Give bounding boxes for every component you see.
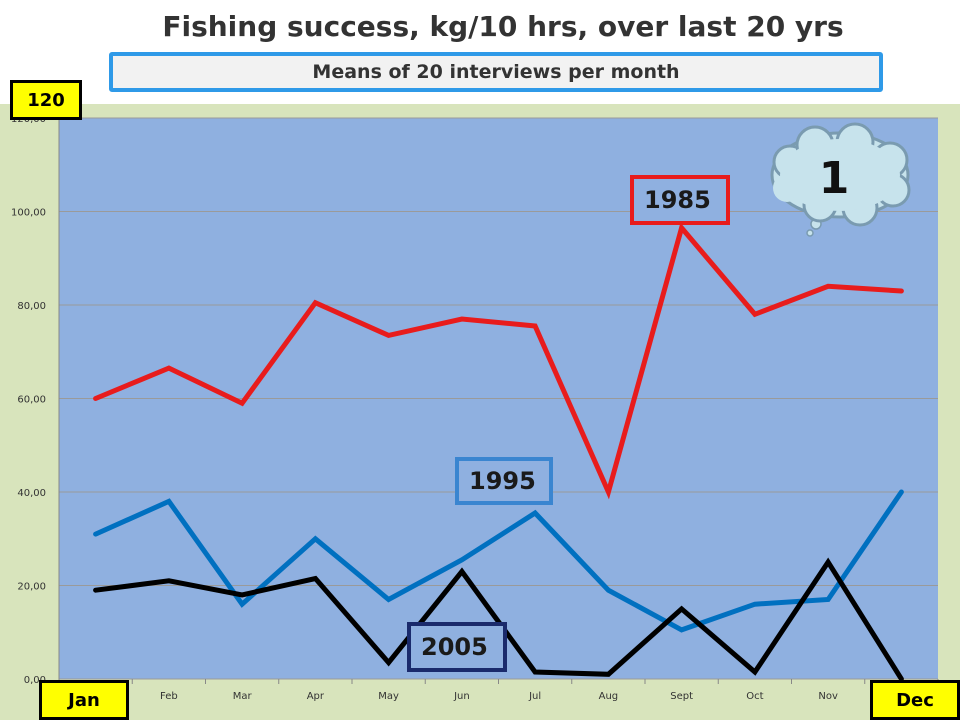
series-label-1985: 1985	[630, 175, 730, 225]
series-line-1995	[93, 489, 904, 633]
x-start-badge: Jan	[39, 680, 129, 720]
chart-title: Fishing success, kg/10 hrs, over last 20…	[162, 10, 844, 43]
x-end-badge: Dec	[870, 680, 960, 720]
series-label-1995: 1995	[455, 457, 553, 505]
series-label-1985-text: 1985	[644, 186, 711, 214]
y-max-badge: 120	[10, 80, 82, 120]
series-label-2005-text: 2005	[421, 633, 488, 661]
x-end-badge-text: Dec	[896, 689, 934, 711]
x-start-badge-text: Jan	[68, 689, 100, 711]
x-tick-label: Sept	[670, 691, 693, 702]
y-tick-label: 60,00	[17, 395, 46, 406]
y-tick-label: 80,00	[17, 301, 46, 312]
chart-subtitle: Means of 20 interviews per month	[109, 52, 883, 92]
header: Fishing success, kg/10 hrs, over last 20…	[0, 0, 960, 104]
series-label-1995-text: 1995	[469, 467, 536, 495]
y-tick-label: 40,00	[17, 488, 46, 499]
x-tick-label: Aug	[599, 691, 619, 702]
y-max-badge-text: 120	[27, 89, 65, 111]
x-tick-label: Oct	[746, 691, 763, 702]
chart-subtitle-text: Means of 20 interviews per month	[312, 61, 680, 83]
x-tick-label: May	[378, 691, 399, 702]
y-tick-label: 20,00	[17, 582, 46, 593]
series-label-2005: 2005	[407, 622, 507, 672]
annotation-number: 1	[819, 153, 850, 204]
thought-bubble: 1	[770, 122, 911, 237]
y-tick-label: 0,00	[24, 675, 46, 686]
series-line-1985	[93, 222, 904, 500]
x-tick-label: Jun	[453, 691, 470, 702]
x-tick-label: Jul	[528, 691, 541, 702]
x-tick-label: Feb	[160, 691, 178, 702]
x-tick-label: Apr	[307, 691, 325, 702]
x-tick-label: Nov	[818, 691, 838, 702]
y-tick-label: 100,00	[11, 208, 46, 219]
x-tick-label: Mar	[233, 691, 253, 702]
series-line-2005	[93, 557, 904, 682]
